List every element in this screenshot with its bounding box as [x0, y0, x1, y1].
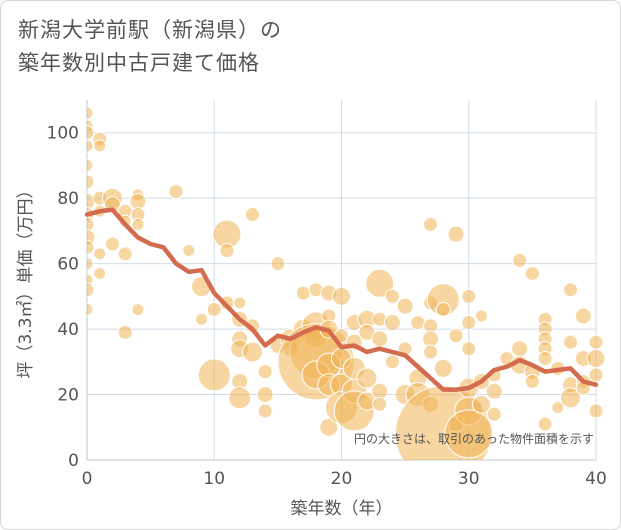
y-axis-ticks: 0 20 40 60 80 100 — [47, 124, 79, 471]
x-tick-label: 0 — [82, 469, 93, 489]
x-tick-label: 30 — [458, 469, 480, 489]
bubble-point — [206, 301, 222, 317]
bubble-point — [524, 265, 540, 281]
bubble-point — [433, 358, 453, 378]
bubble-point — [131, 302, 145, 316]
bubble-point — [461, 315, 477, 331]
y-tick-label: 40 — [57, 320, 79, 340]
bubble-point — [537, 416, 553, 432]
bubble-point — [485, 382, 503, 400]
bubble-point — [87, 125, 95, 141]
bubble-point — [537, 351, 553, 367]
bubble-point — [257, 403, 273, 419]
bubble-point — [511, 340, 529, 358]
bubble-point — [423, 216, 439, 232]
bubble-point — [586, 349, 606, 369]
bubble-point — [396, 297, 414, 315]
bubble-point — [295, 285, 311, 301]
bubble-point — [551, 401, 565, 415]
bubble-point — [233, 296, 247, 310]
bubble-point — [448, 328, 464, 344]
chart-title-line-1: 新潟大学前駅（新潟県）の — [18, 18, 282, 42]
bubble-point — [371, 330, 389, 348]
x-axis-ticks: 0 10 20 30 40 — [82, 469, 607, 489]
bubble-point — [228, 386, 252, 410]
bubble-point — [87, 282, 95, 298]
y-tick-label: 80 — [57, 189, 79, 209]
bubble-point — [93, 139, 107, 153]
bubble-point — [588, 334, 604, 350]
y-tick-label: 100 — [47, 124, 79, 144]
bubble-point — [93, 266, 107, 280]
bubble-point — [384, 288, 400, 304]
bubble-point — [270, 256, 286, 272]
y-tick-label: 0 — [68, 451, 79, 471]
bubble-point — [410, 315, 426, 331]
bubble-point — [563, 334, 579, 350]
bubble-point — [319, 417, 339, 437]
y-tick-label: 60 — [57, 255, 79, 275]
bubble-point — [182, 244, 196, 258]
bubble-point — [588, 403, 604, 419]
y-tick-label: 20 — [57, 386, 79, 406]
bubble-point — [372, 396, 388, 412]
bubble-point — [365, 268, 395, 298]
bubble-point — [168, 184, 184, 200]
bubble-series — [87, 106, 606, 460]
bubble-point — [117, 246, 133, 262]
bubble-point — [197, 358, 231, 392]
bubble-point — [356, 367, 378, 389]
bubble-point — [474, 309, 488, 323]
bubble-point — [461, 341, 477, 357]
bubble-point — [524, 373, 540, 389]
bubble-point — [384, 354, 400, 370]
bubble-point — [87, 257, 94, 271]
bubble-point — [87, 139, 94, 153]
chart-title-line-2: 築年数別中古戸建て価格 — [18, 51, 260, 75]
bubble-point — [444, 409, 494, 459]
bubble-point — [512, 252, 528, 268]
bubble-point — [560, 387, 582, 409]
bubble-point — [117, 324, 133, 340]
x-tick-label: 40 — [585, 469, 607, 489]
y-axis-label: 坪（3.3㎡）単価（万円） — [16, 181, 36, 378]
bubble-point — [588, 367, 604, 383]
bubble-point — [87, 174, 95, 190]
bubble-point — [87, 239, 95, 255]
bubble-point — [87, 216, 95, 232]
bubble-point — [383, 314, 401, 332]
x-tick-label: 20 — [331, 469, 353, 489]
bubble-point — [423, 344, 439, 360]
bubble-point — [244, 207, 260, 223]
trend-line — [84, 207, 599, 392]
bubble-point — [93, 247, 107, 261]
bubble-point — [104, 236, 120, 252]
bubble-point — [563, 282, 579, 298]
bubble-point — [256, 386, 274, 404]
bubble-point — [574, 307, 592, 325]
x-tick-label: 10 — [203, 469, 225, 489]
bubble-size-note: 円の大きさは、取引のあった物件面積を示す — [354, 431, 594, 446]
bubble-point — [87, 302, 94, 316]
bubble-point — [461, 288, 477, 304]
x-axis-label: 築年数（年） — [291, 499, 393, 519]
bubble-point — [87, 106, 94, 120]
bubble-point — [486, 406, 502, 422]
bubble-point — [447, 225, 465, 243]
chart-title: 新潟大学前駅（新潟県）の 築年数別中古戸建て価格 — [18, 14, 578, 80]
bubble-point — [257, 364, 273, 380]
bubble-point — [435, 301, 451, 317]
bubble-point — [87, 158, 94, 172]
bubble-point — [195, 312, 209, 326]
bubble-point — [332, 286, 351, 306]
bubble-point — [219, 243, 235, 259]
bubble-point — [131, 217, 145, 231]
bubble-point — [471, 394, 491, 414]
bubble-point — [241, 341, 263, 363]
